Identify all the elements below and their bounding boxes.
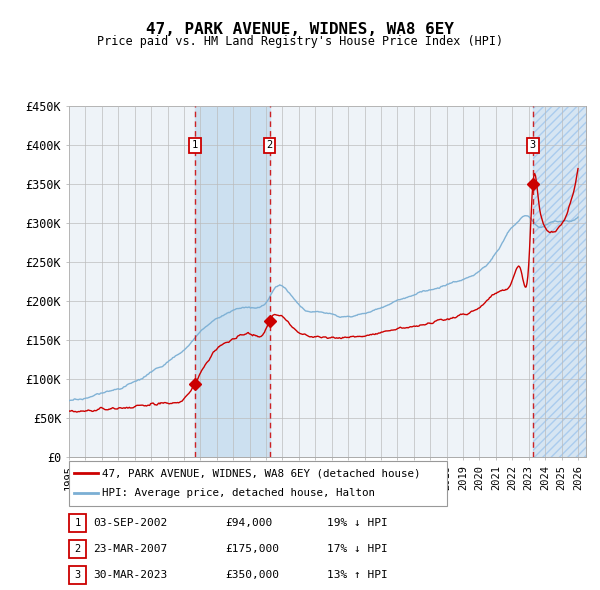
Text: 3: 3 [530,140,536,150]
Text: 47, PARK AVENUE, WIDNES, WA8 6EY (detached house): 47, PARK AVENUE, WIDNES, WA8 6EY (detach… [102,468,421,478]
Text: 17% ↓ HPI: 17% ↓ HPI [327,545,388,554]
Text: 1: 1 [74,519,80,528]
Text: 13% ↑ HPI: 13% ↑ HPI [327,571,388,580]
Text: 2: 2 [266,140,273,150]
Text: 19% ↓ HPI: 19% ↓ HPI [327,519,388,528]
Bar [195,106,269,457]
Bar [533,106,586,457]
Text: 2: 2 [74,545,80,554]
Text: Price paid vs. HM Land Registry's House Price Index (HPI): Price paid vs. HM Land Registry's House … [97,35,503,48]
Text: 23-MAR-2007: 23-MAR-2007 [93,545,167,554]
Text: 47, PARK AVENUE, WIDNES, WA8 6EY: 47, PARK AVENUE, WIDNES, WA8 6EY [146,22,454,37]
Text: 3: 3 [74,571,80,580]
Text: 1: 1 [192,140,198,150]
Text: 30-MAR-2023: 30-MAR-2023 [93,571,167,580]
Text: £94,000: £94,000 [225,519,272,528]
Text: 03-SEP-2002: 03-SEP-2002 [93,519,167,528]
Bar [533,106,586,457]
Text: £175,000: £175,000 [225,545,279,554]
Text: HPI: Average price, detached house, Halton: HPI: Average price, detached house, Halt… [102,488,375,497]
Text: £350,000: £350,000 [225,571,279,580]
